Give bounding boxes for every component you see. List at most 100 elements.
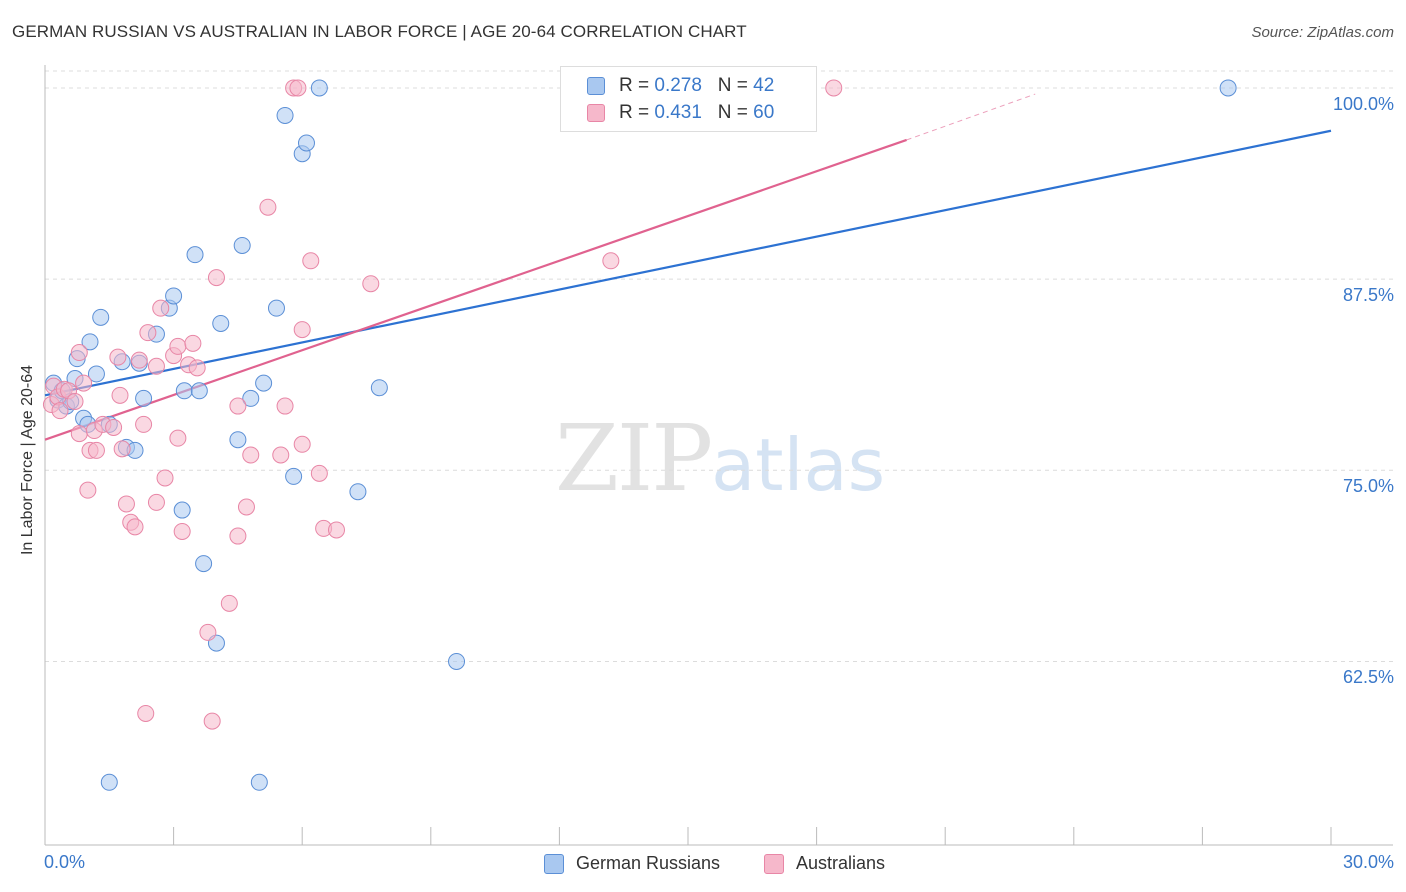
trend-extension-australians: [906, 93, 1036, 141]
data-point: [199, 623, 217, 641]
data-point: [276, 397, 294, 415]
x-tick-label: 30.0%: [1342, 852, 1394, 872]
data-point: [139, 324, 157, 342]
legend-label: German Russians: [576, 853, 721, 873]
data-point: [66, 392, 84, 410]
data-point: [289, 79, 307, 97]
data-point: [75, 374, 93, 392]
data-point: [267, 299, 285, 317]
data-point: [272, 446, 290, 464]
data-point: [100, 773, 118, 791]
data-point: [152, 299, 170, 317]
data-point: [81, 333, 99, 351]
data-point: [1219, 79, 1237, 97]
data-point: [173, 522, 191, 540]
data-point: [79, 481, 97, 499]
data-point: [188, 359, 206, 377]
data-point: [111, 386, 129, 404]
stats-legend: R = 0.278 N = 42 R = 0.431 N = 60: [560, 66, 817, 132]
data-point: [237, 498, 255, 516]
data-point: [51, 402, 69, 420]
r-label: R =: [619, 102, 655, 123]
data-point: [293, 435, 311, 453]
r-value: 0.278: [654, 75, 702, 96]
data-point: [370, 379, 388, 397]
y-tick-label: 75.0%: [1342, 476, 1394, 497]
watermark: ZIPatlas: [555, 405, 885, 512]
chart-title: GERMAN RUSSIAN VS AUSTRALIAN IN LABOR FO…: [12, 22, 747, 41]
data-point: [195, 555, 213, 573]
n-value: 42: [753, 75, 775, 96]
r-value: 0.431: [654, 102, 702, 123]
data-point: [259, 198, 277, 216]
data-point: [184, 334, 202, 352]
data-point: [220, 594, 238, 612]
data-point: [250, 773, 268, 791]
data-point: [87, 365, 105, 383]
legend-stats-australians: R = 0.431 N = 60: [619, 102, 774, 124]
data-point: [825, 79, 843, 97]
data-point: [297, 134, 315, 152]
data-point: [327, 521, 345, 539]
r-label: R =: [619, 75, 655, 96]
data-point: [173, 501, 191, 519]
data-point: [602, 252, 620, 270]
data-point: [276, 106, 294, 124]
data-point: [70, 425, 88, 443]
legend-swatch-german-russians: [544, 854, 564, 874]
data-point: [310, 79, 328, 97]
data-point: [255, 374, 273, 392]
axes: [44, 65, 1393, 846]
data-point: [229, 527, 247, 545]
watermark-zip: ZIP: [555, 405, 713, 512]
n-value: 60: [753, 102, 775, 123]
data-point: [126, 518, 144, 536]
data-point: [233, 236, 251, 254]
data-point: [113, 440, 131, 458]
data-point: [135, 389, 153, 407]
data-point: [362, 275, 380, 293]
legend-swatch-australians: [587, 104, 605, 122]
data-point: [165, 287, 183, 305]
watermark-atlas: atlas: [711, 423, 886, 507]
legend-label: Australians: [796, 853, 886, 873]
data-point: [70, 344, 88, 362]
data-point: [117, 495, 135, 513]
data-point: [186, 246, 204, 264]
data-point: [229, 397, 247, 415]
y-tick-label: 100.0%: [1332, 93, 1394, 114]
data-point: [169, 337, 187, 355]
series-australians: [42, 79, 843, 730]
data-point: [207, 269, 225, 287]
data-point: [349, 483, 367, 501]
data-point: [302, 252, 320, 270]
n-label: N =: [717, 102, 754, 123]
data-point: [448, 652, 466, 670]
data-point: [242, 446, 260, 464]
data-point: [147, 357, 165, 375]
data-points: [42, 79, 1237, 791]
trend-line-german-russians: [44, 129, 1332, 397]
y-axis-label: In Labor Force | Age 20-64: [19, 364, 36, 556]
data-point: [310, 464, 328, 482]
data-point: [285, 467, 303, 485]
data-point: [212, 314, 230, 332]
y-tick-label: 87.5%: [1342, 285, 1394, 306]
data-point: [229, 431, 247, 449]
legend-stats-german-russians: R = 0.278 N = 42: [619, 75, 774, 97]
data-point: [105, 418, 123, 436]
data-point: [203, 712, 221, 730]
data-point: [175, 382, 193, 400]
data-point: [156, 469, 174, 487]
data-point: [137, 704, 155, 722]
legend-swatch-german-russians: [587, 77, 605, 95]
legend-swatch-australians: [764, 854, 784, 874]
data-point: [92, 308, 110, 326]
data-point: [242, 389, 260, 407]
data-point: [293, 321, 311, 339]
data-point: [135, 415, 153, 433]
x-tick-label: 0.0%: [44, 852, 86, 872]
n-label: N =: [717, 75, 754, 96]
data-point: [190, 382, 208, 400]
